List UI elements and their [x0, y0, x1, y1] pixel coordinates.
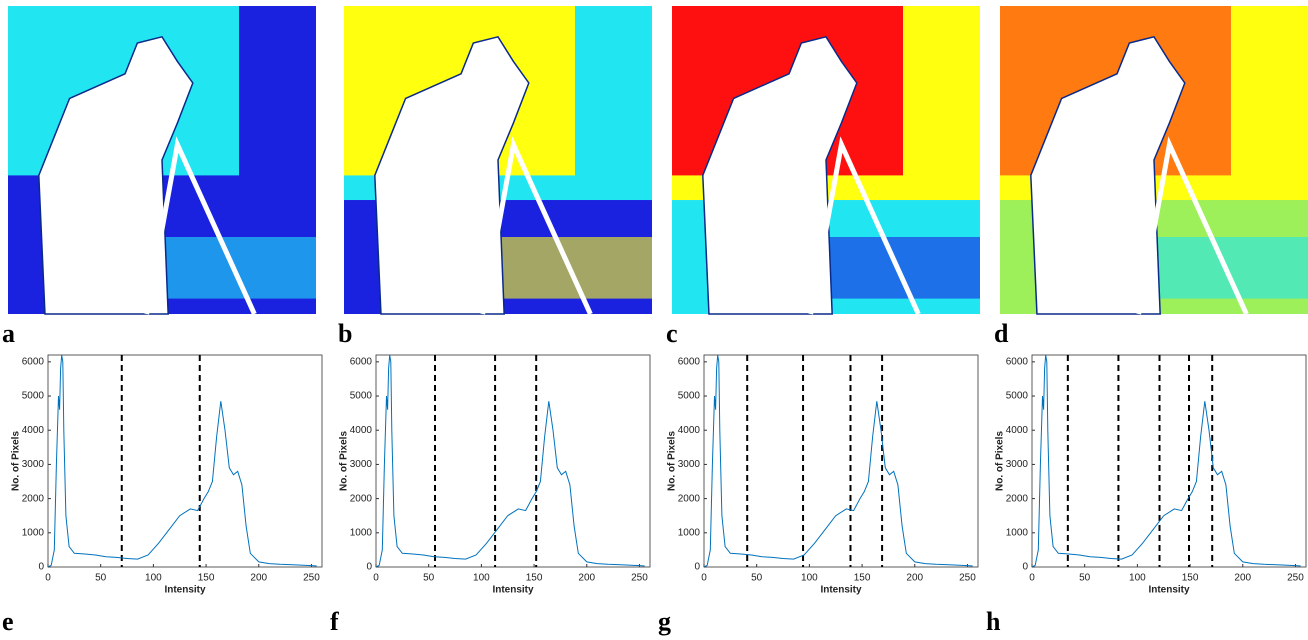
y-tick-label: 0 [366, 562, 372, 573]
x-tick-label: 250 [1287, 573, 1304, 584]
x-tick-label: 250 [959, 573, 976, 584]
y-tick-label: 2000 [350, 493, 373, 504]
y-tick-label: 0 [694, 562, 700, 573]
panel-label: d [994, 319, 1009, 348]
image-tripod [808, 136, 921, 316]
image-silhouette [38, 35, 194, 315]
y-tick-label: 6000 [678, 356, 701, 367]
x-tick-label: 100 [473, 573, 490, 584]
y-tick-label: 3000 [1006, 459, 1029, 470]
panel-label: a [2, 319, 15, 348]
x-tick-label: 50 [95, 573, 107, 584]
y-tick-label: 0 [1022, 562, 1028, 573]
image-tripod [1136, 136, 1249, 316]
image-tripod [144, 136, 257, 316]
panel-label: f [330, 607, 339, 636]
y-tick-label: 0 [38, 562, 44, 573]
x-tick-label: 200 [250, 573, 267, 584]
image-tripod [480, 136, 593, 316]
y-tick-label: 2000 [22, 493, 45, 504]
panel-label: g [658, 607, 671, 636]
y-tick-label: 4000 [350, 425, 373, 436]
y-tick-label: 2000 [678, 493, 701, 504]
x-tick-label: 150 [854, 573, 871, 584]
x-tick-label: 250 [631, 573, 648, 584]
y-axis-label: No. of Pixels [667, 431, 678, 491]
y-axis-label: No. of Pixels [11, 431, 22, 491]
y-tick-label: 4000 [678, 425, 701, 436]
y-tick-label: 4000 [1006, 425, 1029, 436]
plot-area [703, 354, 979, 568]
segmented-image [344, 6, 652, 316]
y-axis-label: No. of Pixels [995, 431, 1006, 491]
x-tick-label: 200 [1234, 573, 1251, 584]
x-tick-label: 100 [801, 573, 818, 584]
y-tick-label: 2000 [1006, 493, 1029, 504]
x-tick-label: 100 [1129, 573, 1146, 584]
y-tick-label: 6000 [350, 356, 373, 367]
x-tick-label: 50 [751, 573, 763, 584]
image-silhouette [702, 35, 858, 315]
x-tick-label: 200 [906, 573, 923, 584]
y-tick-label: 3000 [22, 459, 45, 470]
histogram-line [48, 355, 317, 567]
histogram-line [1032, 355, 1301, 567]
y-tick-label: 1000 [350, 527, 373, 538]
plot-area [1031, 354, 1307, 568]
panel-label: b [338, 319, 352, 348]
x-tick-label: 150 [198, 573, 215, 584]
y-tick-label: 5000 [350, 391, 373, 402]
y-tick-label: 5000 [22, 391, 45, 402]
y-tick-label: 3000 [678, 459, 701, 470]
x-tick-label: 250 [303, 573, 320, 584]
y-tick-label: 1000 [1006, 527, 1029, 538]
x-tick-label: 0 [373, 573, 379, 584]
x-tick-label: 100 [145, 573, 162, 584]
x-tick-label: 50 [423, 573, 435, 584]
panel-label: e [2, 607, 14, 636]
y-tick-label: 4000 [22, 425, 45, 436]
y-tick-label: 6000 [22, 356, 45, 367]
x-axis-label: Intensity [164, 585, 206, 596]
x-tick-label: 0 [1029, 573, 1035, 584]
y-tick-label: 5000 [678, 391, 701, 402]
x-tick-label: 50 [1079, 573, 1091, 584]
y-axis-label: No. of Pixels [339, 431, 350, 491]
panel-label: h [986, 607, 1001, 636]
plot-area [375, 354, 651, 568]
x-tick-label: 200 [578, 573, 595, 584]
x-axis-label: Intensity [820, 585, 862, 596]
histogram-line [704, 355, 973, 567]
x-tick-label: 150 [1182, 573, 1199, 584]
x-tick-label: 0 [45, 573, 51, 584]
y-tick-label: 1000 [678, 527, 701, 538]
segmented-image [8, 6, 317, 316]
y-tick-label: 5000 [1006, 391, 1029, 402]
x-tick-label: 0 [701, 573, 707, 584]
x-axis-label: Intensity [1148, 585, 1190, 596]
x-axis-label: Intensity [492, 585, 534, 596]
y-tick-label: 6000 [1006, 356, 1029, 367]
segmented-image [672, 6, 980, 316]
panel-label: c [666, 319, 678, 348]
segmented-image [1000, 6, 1308, 316]
histogram-line [376, 355, 645, 567]
x-tick-label: 150 [526, 573, 543, 584]
y-tick-label: 1000 [22, 527, 45, 538]
image-silhouette [374, 35, 530, 315]
plot-area [47, 354, 323, 568]
image-silhouette [1030, 35, 1186, 315]
y-tick-label: 3000 [350, 459, 373, 470]
